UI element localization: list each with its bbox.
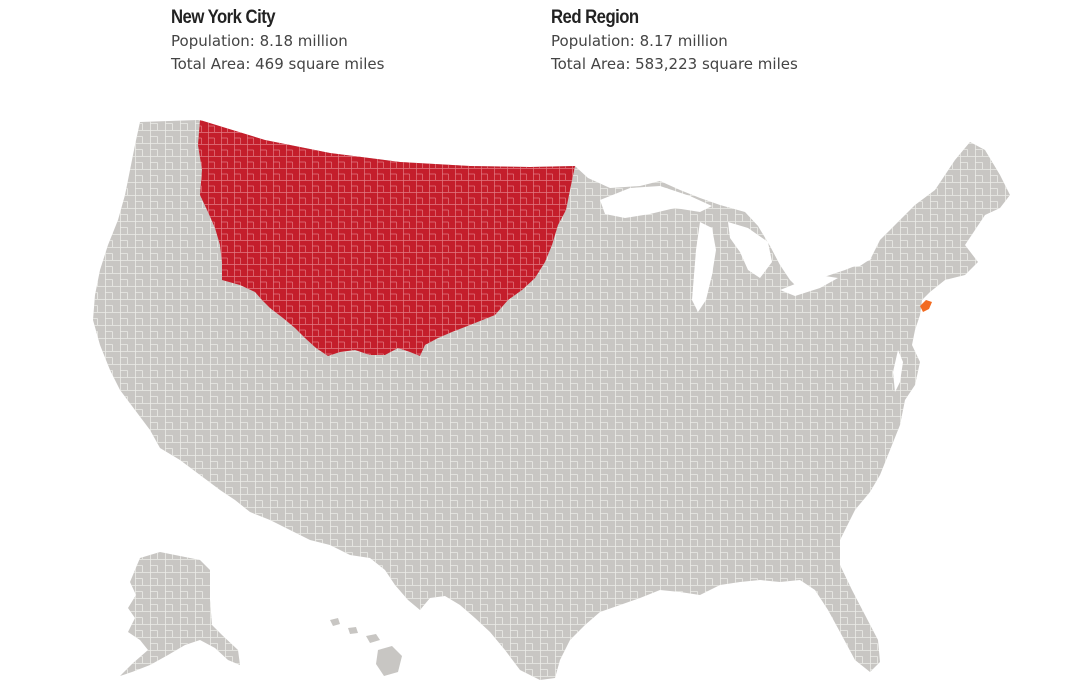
hawaii-oahu [348, 627, 358, 634]
hawaii-maui [366, 634, 380, 643]
legend-red-region: Red Region Population: 8.17 million Tota… [551, 6, 798, 76]
lake-michigan [692, 222, 716, 312]
legend-title-nyc: New York City [171, 7, 276, 28]
hawaii-kauai [330, 618, 340, 626]
hawaii [330, 618, 402, 676]
chesapeake-bay [893, 350, 903, 392]
legend-population-nyc: Population: 8.18 million [171, 32, 348, 50]
alaska-county-grid [120, 552, 240, 676]
legend-area-red-region: Total Area: 583,223 square miles [551, 55, 798, 73]
legend-population-red-region: Population: 8.17 million [551, 32, 728, 50]
lake-erie [780, 276, 838, 296]
legend-new-york-city: New York City Population: 8.18 million T… [171, 6, 384, 76]
legend-title-red-region: Red Region [551, 7, 639, 28]
lake-huron [728, 222, 772, 278]
lake-superior [600, 186, 712, 218]
alaska [120, 552, 240, 676]
new-york-city [920, 300, 932, 312]
red-region-county-grid [198, 120, 575, 356]
hawaii-big-island [376, 646, 402, 676]
contiguous-us [93, 120, 1010, 680]
legend-area-nyc: Total Area: 469 square miles [171, 55, 385, 73]
lake-ontario [838, 256, 872, 268]
